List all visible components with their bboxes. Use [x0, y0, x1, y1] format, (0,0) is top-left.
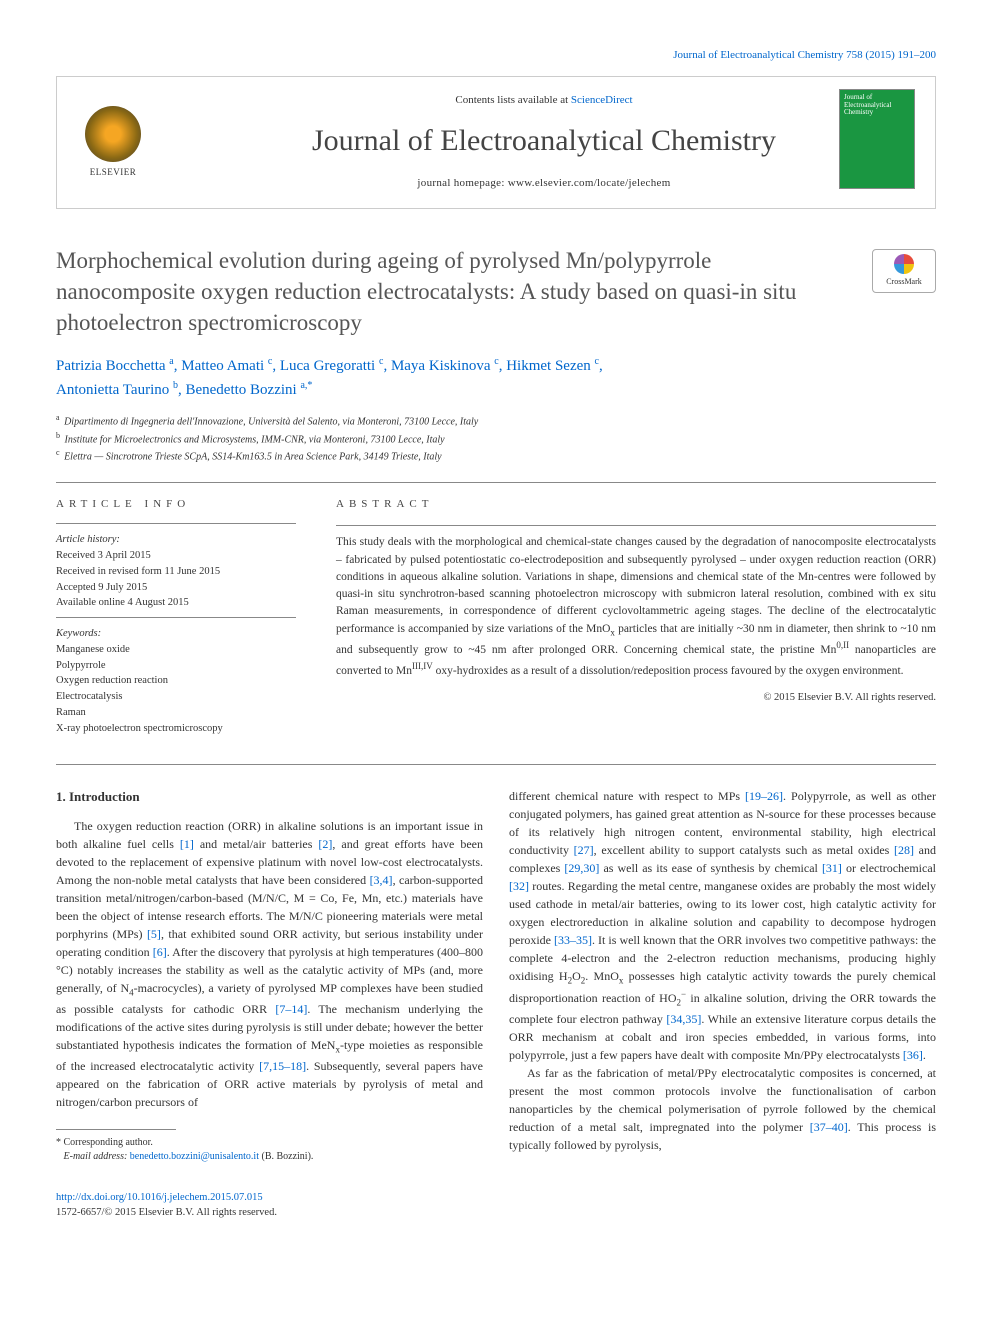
journal-header: ELSEVIER Contents lists available at Sci…	[56, 76, 936, 209]
cite-31[interactable]: [31]	[822, 861, 842, 875]
cite-29-30[interactable]: [29,30]	[564, 861, 599, 875]
author-5[interactable]: Hikmet Sezen	[506, 358, 591, 374]
cite-32[interactable]: [32]	[509, 879, 529, 893]
article-info-heading: article info	[56, 497, 296, 513]
cite-6[interactable]: [6]	[153, 945, 167, 959]
author-4[interactable]: Maya Kiskinova	[391, 358, 491, 374]
footnote-marker: *	[56, 1137, 61, 1148]
contents-lists-line: Contents lists available at ScienceDirec…	[173, 93, 915, 109]
footnote-rule	[56, 1129, 176, 1130]
abstract-column: abstract This study deals with the morph…	[336, 497, 936, 736]
issn-copyright: 1572-6657/© 2015 Elsevier B.V. All right…	[56, 1205, 936, 1220]
article-title: Morphochemical evolution during ageing o…	[56, 245, 936, 338]
elsevier-label: ELSEVIER	[90, 166, 137, 179]
author-1-aff: a	[169, 356, 173, 367]
intro-para-3: As far as the fabrication of metal/PPy e…	[509, 1064, 936, 1154]
article-info-column: article info Article history: Received 3…	[56, 497, 296, 736]
abstract-text: This study deals with the morphological …	[336, 534, 936, 679]
author-list: Patrizia Bocchetta a, Matteo Amati c, Lu…	[56, 354, 936, 402]
elsevier-tree-icon	[85, 106, 141, 162]
cite-5[interactable]: [5]	[147, 927, 161, 941]
history-label: Article history:	[56, 532, 296, 548]
abstract-divider	[336, 525, 936, 526]
keyword-0: Manganese oxide	[56, 642, 296, 658]
keyword-1: Polypyrrole	[56, 658, 296, 674]
cite-34-35[interactable]: [34,35]	[666, 1012, 701, 1026]
info-divider-1	[56, 523, 296, 524]
body-divider	[56, 764, 936, 765]
elsevier-logo[interactable]: ELSEVIER	[77, 103, 149, 183]
cite-19-26[interactable]: [19–26]	[745, 789, 783, 803]
author-6-aff: b	[173, 380, 178, 391]
homepage-prefix: journal homepage:	[417, 177, 507, 189]
keyword-5: X-ray photoelectron spectromicroscopy	[56, 721, 296, 737]
journal-homepage: journal homepage: www.elsevier.com/locat…	[173, 176, 915, 192]
contents-prefix: Contents lists available at	[455, 94, 570, 106]
cite-7-14[interactable]: [7–14]	[275, 1002, 307, 1016]
accepted-date: Accepted 9 July 2015	[56, 580, 296, 596]
revised-date: Received in revised form 11 June 2015	[56, 564, 296, 580]
email-label: E-mail address:	[64, 1151, 128, 1162]
author-4-aff: c	[494, 356, 498, 367]
cite-1[interactable]: [1]	[180, 837, 194, 851]
author-6[interactable]: Antonietta Taurino	[56, 382, 169, 398]
author-2[interactable]: Matteo Amati	[181, 358, 264, 374]
author-7[interactable]: Benedetto Bozzini	[185, 382, 296, 398]
homepage-url[interactable]: www.elsevier.com/locate/jelechem	[508, 177, 671, 189]
author-5-aff: c	[595, 356, 599, 367]
keyword-3: Electrocatalysis	[56, 689, 296, 705]
info-divider-2	[56, 617, 296, 618]
cite-28[interactable]: [28]	[894, 843, 914, 857]
corresponding-author-footnote: * Corresponding author. E-mail address: …	[56, 1136, 483, 1164]
author-3-aff: c	[379, 356, 383, 367]
crossmark-badge[interactable]: CrossMark	[872, 249, 936, 293]
section-1-heading: 1. Introduction	[56, 787, 483, 807]
body-column-left: 1. Introduction The oxygen reduction rea…	[56, 787, 483, 1163]
intro-para-1: The oxygen reduction reaction (ORR) in a…	[56, 817, 483, 1111]
journal-title: Journal of Electroanalytical Chemistry	[173, 119, 915, 163]
email-person: (B. Bozzini).	[261, 1151, 313, 1162]
cite-37-40[interactable]: [37–40]	[810, 1120, 848, 1134]
affiliation-b: b Institute for Microelectronics and Mic…	[56, 430, 936, 447]
journal-cover-thumb[interactable]: Journal of Electroanalytical Chemistry	[839, 89, 915, 189]
affiliation-c: c Elettra — Sincrotrone Trieste SCpA, SS…	[56, 447, 936, 464]
crossmark-icon	[894, 254, 914, 274]
keyword-2: Oxygen reduction reaction	[56, 673, 296, 689]
cite-33-35[interactable]: [33–35]	[554, 933, 592, 947]
cite-7-15-18[interactable]: [7,15–18]	[259, 1059, 306, 1073]
received-date: Received 3 April 2015	[56, 548, 296, 564]
crossmark-label: CrossMark	[886, 277, 922, 286]
author-7-aff: a,*	[300, 380, 312, 391]
affiliations: a Dipartimento di Ingegneria dell'Innova…	[56, 412, 936, 464]
abstract-heading: abstract	[336, 497, 936, 513]
author-2-aff: c	[268, 356, 272, 367]
intro-para-2: different chemical nature with respect t…	[509, 787, 936, 1064]
abstract-copyright: © 2015 Elsevier B.V. All rights reserved…	[336, 690, 936, 705]
footnote-label: Corresponding author.	[64, 1137, 153, 1148]
body-column-right: different chemical nature with respect t…	[509, 787, 936, 1163]
page-footer: http://dx.doi.org/10.1016/j.jelechem.201…	[56, 1190, 936, 1220]
corresponding-email[interactable]: benedetto.bozzini@unisalento.it	[130, 1151, 259, 1162]
sciencedirect-link[interactable]: ScienceDirect	[571, 94, 633, 106]
cover-title: Journal of Electroanalytical Chemistry	[844, 94, 910, 117]
online-date: Available online 4 August 2015	[56, 595, 296, 611]
cite-36[interactable]: [36]	[903, 1048, 923, 1062]
author-3[interactable]: Luca Gregoratti	[280, 358, 375, 374]
affiliation-a: a Dipartimento di Ingegneria dell'Innova…	[56, 412, 936, 429]
keyword-4: Raman	[56, 705, 296, 721]
cite-3-4[interactable]: [3,4]	[370, 873, 393, 887]
citation-link[interactable]: Journal of Electroanalytical Chemistry 7…	[56, 48, 936, 64]
top-divider	[56, 482, 936, 483]
cite-27[interactable]: [27]	[574, 843, 594, 857]
cite-2[interactable]: [2]	[318, 837, 332, 851]
doi-link[interactable]: http://dx.doi.org/10.1016/j.jelechem.201…	[56, 1190, 936, 1205]
keywords-label: Keywords:	[56, 626, 296, 642]
author-1[interactable]: Patrizia Bocchetta	[56, 358, 166, 374]
